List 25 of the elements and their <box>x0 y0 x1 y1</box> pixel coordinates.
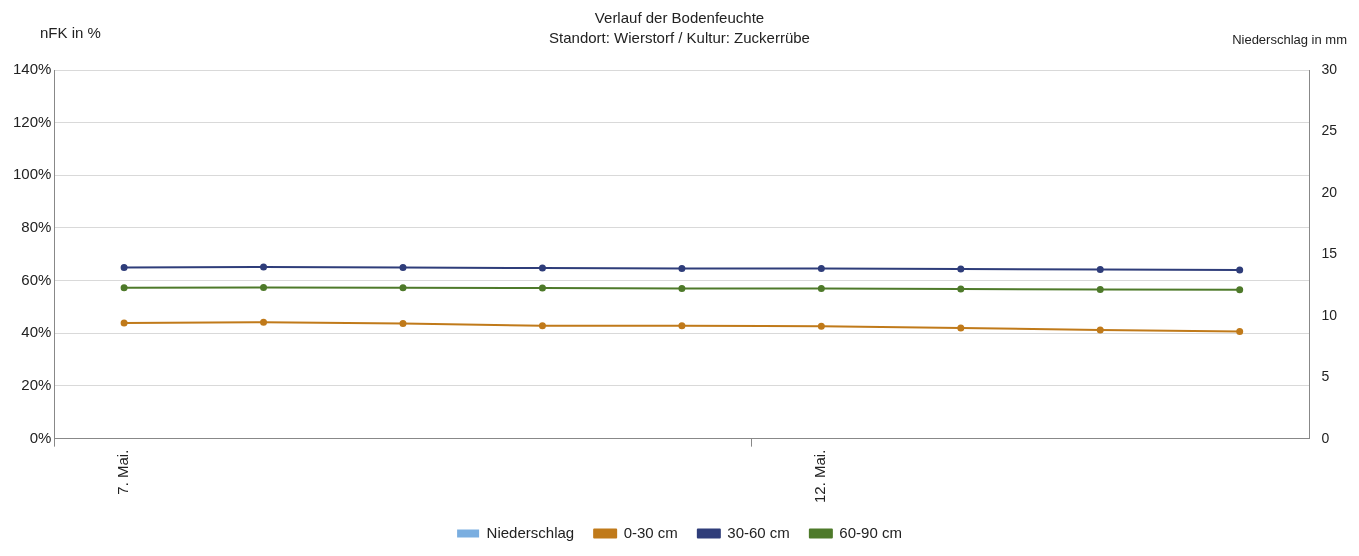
x-tick-label: 12. Mai. <box>811 449 829 503</box>
y-tick-label: 60% <box>21 270 52 288</box>
y2-tick-label: 20 <box>1321 183 1338 200</box>
y2-tick-label: 5 <box>1321 368 1330 385</box>
y-tick-label: 20% <box>21 376 52 394</box>
y-tick-label: 80% <box>21 218 52 236</box>
legend-label: 60-90 cm <box>839 523 902 541</box>
y-tick-label: 140% <box>12 60 52 78</box>
y2-tick-label: 30 <box>1321 60 1338 77</box>
legend-label: Niederschlag <box>486 523 575 541</box>
y-tick-label: 100% <box>12 165 52 183</box>
y2-axis-title: Niederschlag in mm <box>1232 32 1347 47</box>
y-tick-label: 0% <box>29 428 52 446</box>
y2-tick-label: 15 <box>1321 245 1338 262</box>
y-axis-title: nFK in % <box>40 24 101 41</box>
y2-tick-label: 10 <box>1321 306 1338 323</box>
y-tick-label: 120% <box>12 112 52 130</box>
y-tick-label: 40% <box>21 323 52 341</box>
chart-subtitle: Standort: Wierstorf / Kultur: Zuckerrübe <box>549 29 810 47</box>
y2-tick-label: 0 <box>1321 429 1330 446</box>
chart-title: Verlauf der Bodenfeuchte <box>594 9 765 27</box>
y2-tick-label: 25 <box>1321 122 1338 139</box>
legend-label: 30-60 cm <box>727 523 790 541</box>
legend-label: 0-30 cm <box>623 523 678 541</box>
x-tick-label: 7. Mai. <box>114 449 132 495</box>
